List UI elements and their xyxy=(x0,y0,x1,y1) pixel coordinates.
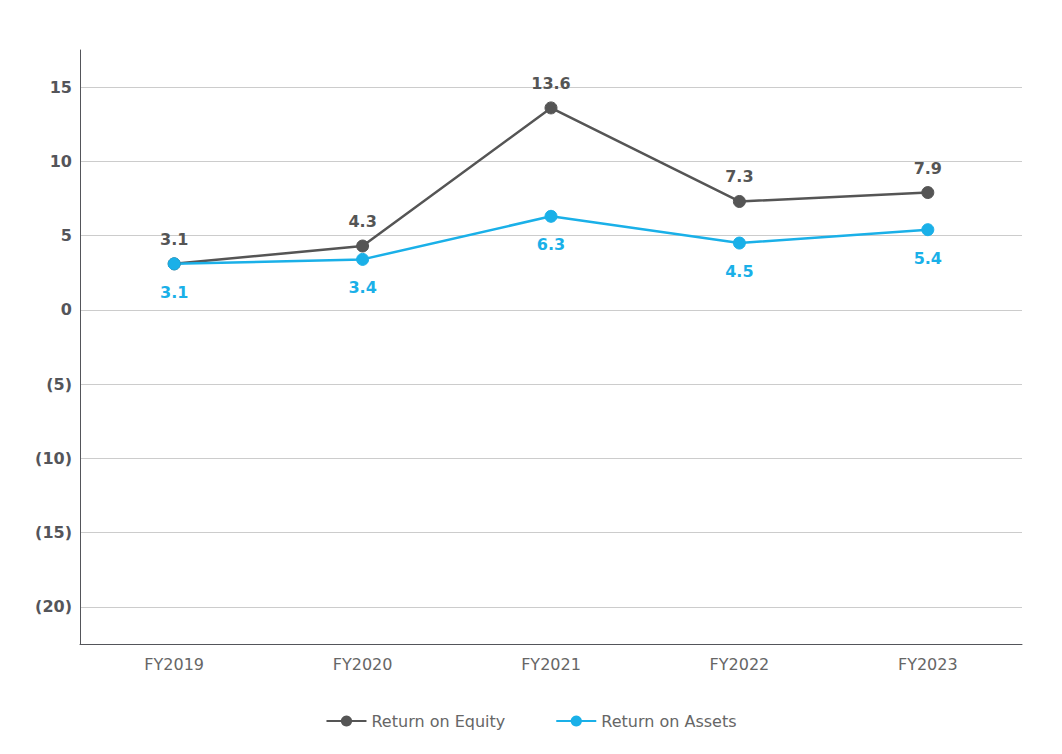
svg-text:Return on Equity: Return on Equity xyxy=(371,712,505,731)
svg-text:3.1: 3.1 xyxy=(160,283,188,302)
svg-text:7.9: 7.9 xyxy=(914,159,942,178)
svg-text:FY2022: FY2022 xyxy=(710,655,770,674)
svg-text:(10): (10) xyxy=(35,449,72,468)
svg-text:FY2019: FY2019 xyxy=(144,655,204,674)
svg-text:6.3: 6.3 xyxy=(537,235,565,254)
svg-text:(5): (5) xyxy=(46,375,72,394)
svg-text:5.4: 5.4 xyxy=(914,249,942,268)
svg-text:FY2023: FY2023 xyxy=(898,655,958,674)
svg-text:4.3: 4.3 xyxy=(348,212,376,231)
svg-text:13.6: 13.6 xyxy=(531,74,570,93)
svg-text:3.4: 3.4 xyxy=(348,278,376,297)
svg-text:(15): (15) xyxy=(35,523,72,542)
svg-text:FY2021: FY2021 xyxy=(521,655,581,674)
svg-text:7.3: 7.3 xyxy=(725,167,753,186)
svg-text:10: 10 xyxy=(50,152,72,171)
svg-text:15: 15 xyxy=(50,78,72,97)
svg-text:0: 0 xyxy=(61,300,72,319)
svg-text:FY2020: FY2020 xyxy=(333,655,393,674)
svg-text:Return on Assets: Return on Assets xyxy=(601,712,736,731)
svg-text:4.5: 4.5 xyxy=(725,262,753,281)
svg-text:3.1: 3.1 xyxy=(160,230,188,249)
svg-text:5: 5 xyxy=(61,226,72,245)
svg-text:(20): (20) xyxy=(35,597,72,616)
